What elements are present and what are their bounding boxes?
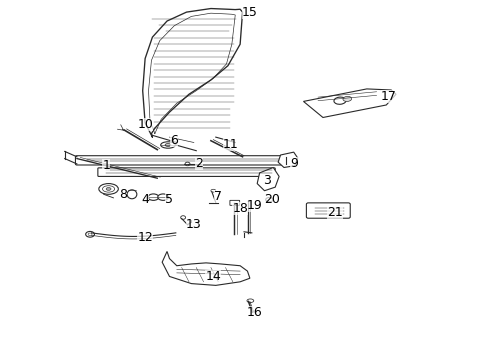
- Text: 21: 21: [327, 206, 343, 219]
- Text: 7: 7: [214, 190, 222, 203]
- Text: 12: 12: [137, 231, 153, 244]
- Polygon shape: [303, 89, 396, 117]
- Ellipse shape: [343, 96, 352, 102]
- Text: 9: 9: [290, 157, 297, 170]
- FancyBboxPatch shape: [306, 203, 350, 218]
- Ellipse shape: [334, 97, 346, 104]
- Ellipse shape: [185, 162, 190, 166]
- Text: 2: 2: [195, 157, 203, 170]
- Text: 11: 11: [222, 138, 238, 151]
- Text: 13: 13: [186, 218, 202, 231]
- FancyBboxPatch shape: [230, 201, 240, 205]
- Text: 16: 16: [247, 306, 263, 319]
- Text: 8: 8: [119, 188, 127, 201]
- Text: 6: 6: [171, 134, 178, 147]
- Ellipse shape: [127, 190, 137, 199]
- Text: 15: 15: [242, 6, 258, 19]
- Polygon shape: [162, 251, 250, 285]
- Ellipse shape: [88, 233, 92, 235]
- Text: 19: 19: [247, 198, 263, 212]
- Text: 20: 20: [264, 193, 280, 206]
- Ellipse shape: [158, 194, 169, 201]
- Ellipse shape: [99, 184, 118, 194]
- Ellipse shape: [247, 299, 254, 302]
- Text: 1: 1: [102, 159, 110, 172]
- FancyBboxPatch shape: [75, 156, 288, 165]
- Ellipse shape: [86, 231, 95, 237]
- Text: 3: 3: [263, 174, 271, 186]
- Text: 5: 5: [166, 193, 173, 206]
- Text: 17: 17: [381, 90, 397, 103]
- Text: 4: 4: [141, 193, 149, 206]
- Ellipse shape: [211, 189, 216, 192]
- Ellipse shape: [165, 144, 171, 147]
- Polygon shape: [278, 152, 297, 167]
- Ellipse shape: [161, 142, 175, 148]
- Ellipse shape: [181, 216, 186, 219]
- Text: 14: 14: [205, 270, 221, 283]
- Polygon shape: [257, 167, 279, 191]
- FancyBboxPatch shape: [98, 168, 275, 176]
- Text: 10: 10: [137, 118, 153, 131]
- Ellipse shape: [266, 198, 273, 202]
- Ellipse shape: [102, 186, 115, 192]
- Text: 18: 18: [232, 202, 248, 215]
- Ellipse shape: [106, 188, 111, 190]
- Ellipse shape: [148, 194, 159, 201]
